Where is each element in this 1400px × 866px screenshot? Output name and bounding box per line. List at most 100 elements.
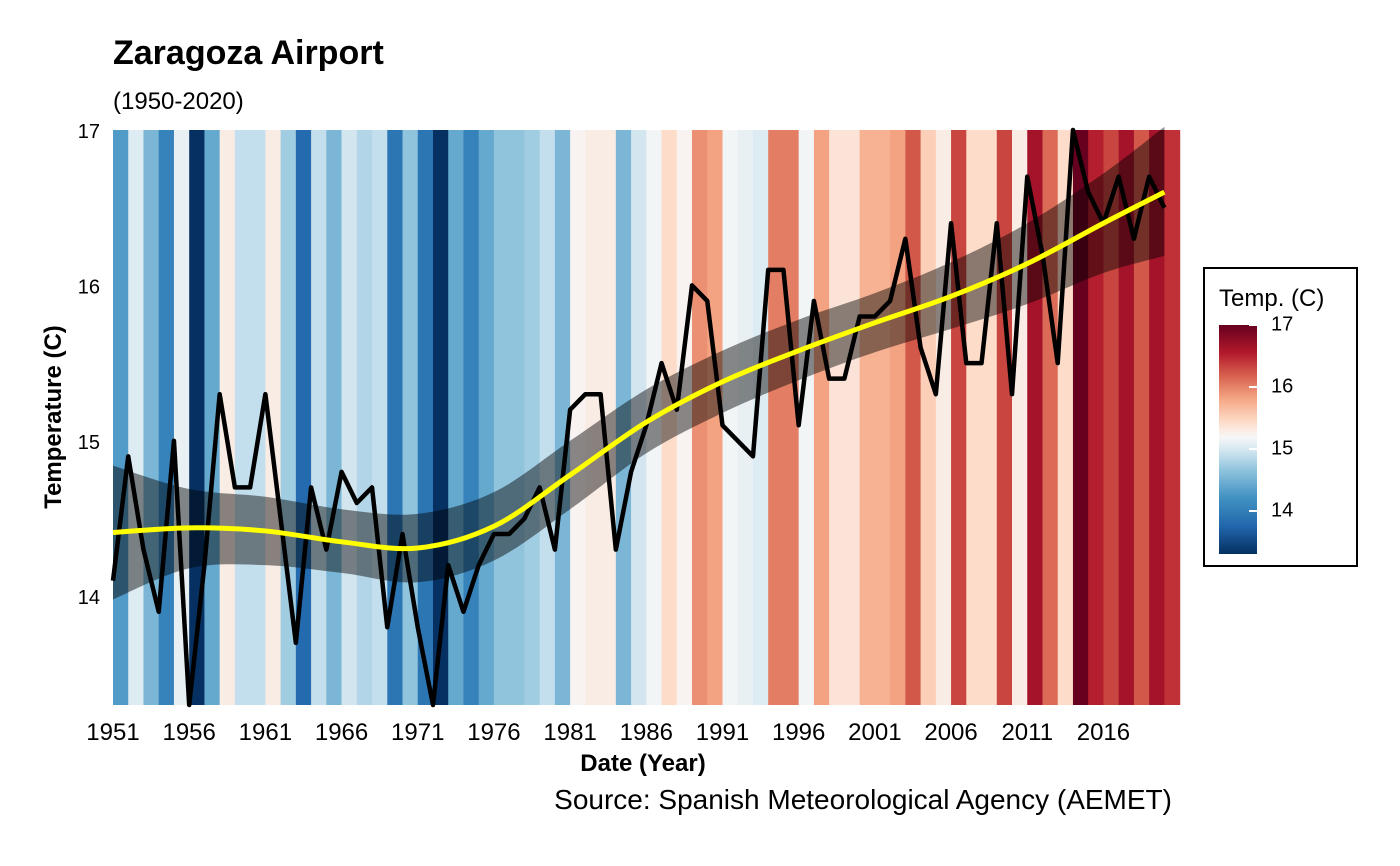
stripe-2006 [951,130,967,705]
x-tick-label: 1986 [620,719,673,746]
stripe-1988 [676,130,693,705]
stripe-2015 [1088,130,1105,705]
stripe-1980 [554,130,571,705]
stripe-1987 [661,130,678,705]
stripe-1994 [768,130,785,705]
stripe-1954 [158,130,175,705]
stripe-2016 [1103,130,1120,705]
stripe-1976 [493,130,510,705]
x-axis-ticks: 1951 1956 1961 1966 1971 1976 1981 1986 1991 1996… [86,719,1130,746]
stripe-1991 [722,130,739,705]
x-tick-label: 2006 [924,719,977,746]
x-tick-label: 1996 [772,719,825,746]
legend-tick-label: 16 [1271,375,1294,398]
stripe-2001 [874,130,891,705]
stripe-1989 [692,130,708,705]
stripe-1985 [631,130,647,705]
x-tick-label: 1981 [543,719,596,746]
legend-colorbar [1219,325,1257,554]
stripe-2009 [996,130,1013,705]
stripe-2011 [1027,130,1044,705]
stripe-1995 [783,130,800,705]
stripe-1960 [250,130,266,705]
x-tick-label: 1951 [86,719,139,746]
stripe-1975 [478,130,495,705]
stripe-1981 [570,130,586,705]
stripe-1956 [189,130,206,705]
temperature-stripes [113,130,1181,705]
stripe-1997 [813,130,830,705]
stripe-1953 [143,130,160,705]
legend: Temp. (C) 14 15 16 17 [1203,267,1358,567]
stripe-2014 [1072,130,1089,705]
stripe-2019 [1149,130,1165,705]
stripe-2004 [920,130,937,705]
x-tick-label: 1956 [162,719,215,746]
stripe-1973 [448,130,465,705]
stripe-1984 [615,130,632,705]
legend-tick-mark [1249,324,1257,326]
legend-tick-label: 15 [1271,437,1294,460]
y-axis-ticks: 14 15 16 17 [78,121,100,609]
x-tick-label: 1961 [239,719,292,746]
stripe-1999 [844,130,861,705]
y-tick-label: 17 [78,121,100,143]
stripe-1996 [798,130,815,705]
stripe-1974 [463,130,480,705]
chart-subtitle: (1950-2020) [113,88,244,115]
x-tick-label: 2001 [848,719,901,746]
y-tick-label: 15 [78,432,100,454]
legend-tick-mark [1249,447,1257,450]
legend-tick-label: 14 [1271,499,1294,522]
stripe-1998 [829,130,845,705]
trend-confidence-band [113,126,1165,600]
x-axis-label: Date (Year) [580,750,706,777]
source-caption: Source: Spanish Meteorological Agency (A… [554,784,1172,815]
x-tick-label: 1976 [467,719,520,746]
stripe-2007 [966,130,983,705]
trend-line [112,189,1166,552]
stripe-1963 [295,130,312,705]
stripe-1966 [341,130,358,705]
stripe-1957 [204,130,221,705]
stripe-1979 [539,130,556,705]
stripe-1967 [356,130,373,705]
y-tick-label: 14 [78,587,100,609]
legend-tick-label: 17 [1271,313,1294,336]
legend-tick-mark [1249,509,1257,512]
stripe-1978 [524,130,541,705]
stripe-1955 [173,130,190,705]
x-tick-label: 2016 [1077,719,1130,746]
stripe-1968 [372,130,388,705]
stripe-2017 [1118,130,1135,705]
stripe-1961 [265,130,282,705]
chart-title: Zaragoza Airport [113,34,384,72]
stripe-2008 [981,130,998,705]
stripe-2020 [1164,130,1181,705]
stripe-1992 [737,130,754,705]
stripe-2010 [1012,130,1028,705]
stripe-1971 [417,130,434,705]
temperature-line [110,127,1167,708]
y-tick-label: 16 [78,276,100,298]
stripe-2000 [859,130,876,705]
stripe-2018 [1133,130,1150,705]
stripe-1964 [311,130,327,705]
stripe-2005 [935,130,952,705]
x-tick-label: 2011 [1001,719,1053,746]
stripe-1982 [585,130,602,705]
stripe-1959 [234,130,251,705]
x-tick-label: 1971 [391,719,444,746]
stripe-1990 [707,130,724,705]
stripe-2002 [890,130,906,705]
stripe-1993 [752,130,769,705]
stripe-1977 [509,130,526,705]
stripe-1958 [219,130,236,705]
stripe-2003 [905,130,922,705]
x-tick-label: 1966 [315,719,368,746]
stripe-1965 [326,130,343,705]
legend-tick-mark [1249,385,1257,388]
stripe-1952 [128,130,145,705]
x-tick-label: 1991 [696,719,749,746]
legend-title: Temp. (C) [1219,285,1325,312]
